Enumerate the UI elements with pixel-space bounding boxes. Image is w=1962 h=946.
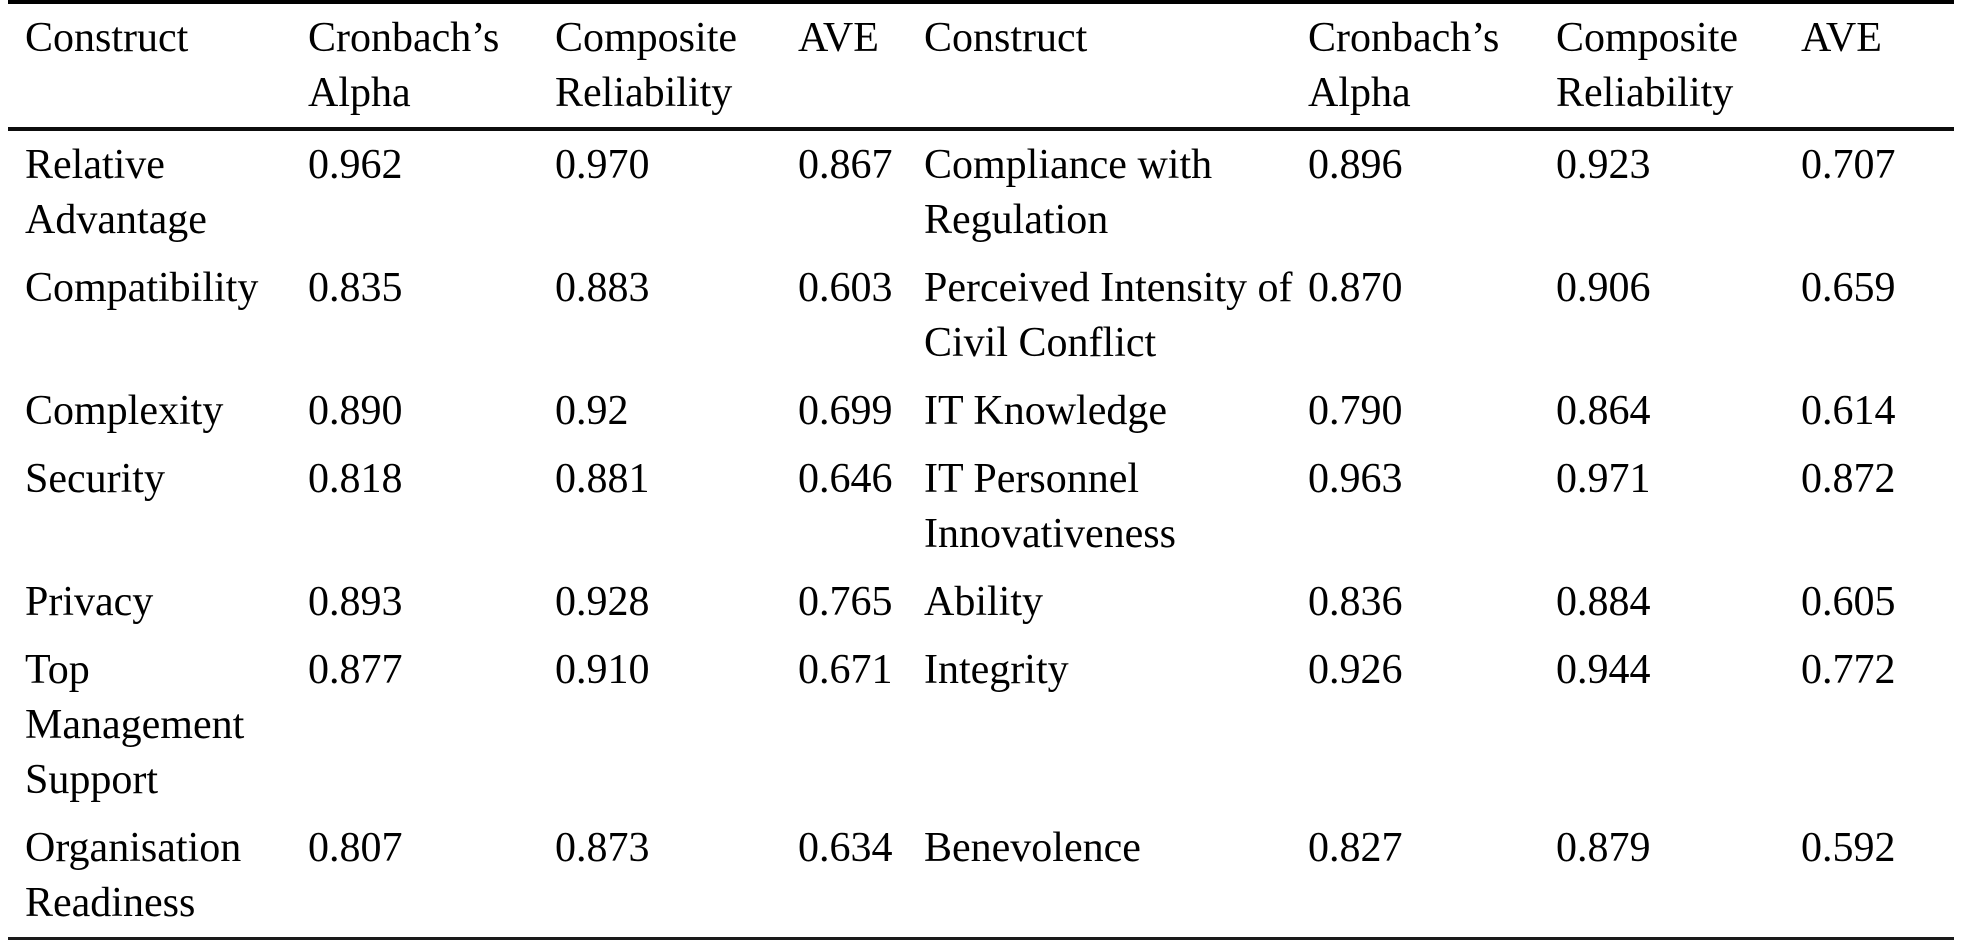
cell-composite-reliability: 0.944 [1556, 647, 1651, 693]
cell-construct: Top Management Support [25, 647, 245, 803]
header-cronbachs-alpha-left: Cronbach’s Alpha [308, 15, 500, 116]
table-row: Top Management Support 0.877 0.910 0.671… [8, 636, 1954, 814]
cell-cronbachs-alpha: 0.926 [1308, 647, 1403, 693]
table-row: Relative Advantage 0.962 0.970 0.867 Com… [8, 129, 1954, 254]
cell-construct: Benevolence [924, 825, 1141, 871]
cell-cronbachs-alpha: 0.896 [1308, 142, 1403, 188]
cell-cronbachs-alpha: 0.962 [308, 142, 403, 188]
cell-ave: 0.603 [798, 265, 893, 311]
cell-construct: Complexity [25, 388, 224, 434]
cell-ave: 0.592 [1801, 825, 1896, 871]
cell-cronbachs-alpha: 0.877 [308, 647, 403, 693]
table-row: Organisation Readiness 0.807 0.873 0.634… [8, 814, 1954, 939]
cell-composite-reliability: 0.970 [555, 142, 650, 188]
cell-ave: 0.772 [1801, 647, 1896, 693]
cell-composite-reliability: 0.971 [1556, 456, 1651, 502]
cell-cronbachs-alpha: 0.893 [308, 579, 403, 625]
cell-cronbachs-alpha: 0.836 [1308, 579, 1403, 625]
cell-construct: Compliance with Regulation [924, 142, 1213, 243]
header-row: Construct Cronbach’s Alpha Composite Rel… [8, 2, 1954, 129]
cell-composite-reliability: 0.923 [1556, 142, 1651, 188]
header-composite-reliability-right: Composite Reliability [1556, 15, 1739, 116]
cell-cronbachs-alpha: 0.870 [1308, 265, 1403, 311]
cell-composite-reliability: 0.92 [555, 388, 629, 434]
cell-construct: Integrity [924, 647, 1069, 693]
cell-ave: 0.765 [798, 579, 893, 625]
cell-ave: 0.671 [798, 647, 893, 693]
table-row: Privacy 0.893 0.928 0.765 Ability 0.836 … [8, 568, 1954, 636]
cell-cronbachs-alpha: 0.807 [308, 825, 403, 871]
cell-composite-reliability: 0.884 [1556, 579, 1651, 625]
cell-construct: IT Personnel Innovativeness [924, 456, 1176, 557]
cell-ave: 0.614 [1801, 388, 1896, 434]
header-ave-left: AVE [798, 15, 879, 61]
cell-cronbachs-alpha: 0.818 [308, 456, 403, 502]
construct-reliability-table: Construct Cronbach’s Alpha Composite Rel… [8, 0, 1954, 940]
table-row: Complexity 0.890 0.92 0.699 IT Knowledge… [8, 377, 1954, 445]
cell-ave: 0.867 [798, 142, 893, 188]
cell-construct: Ability [924, 579, 1044, 625]
header-ave-right: AVE [1801, 15, 1882, 61]
cell-construct: IT Knowledge [924, 388, 1167, 434]
cell-composite-reliability: 0.881 [555, 456, 650, 502]
cell-ave: 0.659 [1801, 265, 1896, 311]
cell-ave: 0.605 [1801, 579, 1896, 625]
cell-construct: Security [25, 456, 165, 502]
cell-cronbachs-alpha: 0.827 [1308, 825, 1403, 871]
paper-table-region: Construct Cronbach’s Alpha Composite Rel… [8, 0, 1954, 946]
cell-composite-reliability: 0.928 [555, 579, 650, 625]
cell-ave: 0.646 [798, 456, 893, 502]
cell-ave: 0.634 [798, 825, 893, 871]
cell-composite-reliability: 0.873 [555, 825, 650, 871]
cell-cronbachs-alpha: 0.790 [1308, 388, 1403, 434]
cell-cronbachs-alpha: 0.963 [1308, 456, 1403, 502]
cell-construct: Perceived Intensity of Civil Conflict [924, 265, 1293, 366]
cell-construct: Organisation Readiness [25, 825, 242, 926]
cell-composite-reliability: 0.879 [1556, 825, 1651, 871]
header-cronbachs-alpha-right: Cronbach’s Alpha [1308, 15, 1500, 116]
header-construct-left: Construct [25, 15, 189, 61]
cell-cronbachs-alpha: 0.890 [308, 388, 403, 434]
cell-ave: 0.699 [798, 388, 893, 434]
cell-construct: Compatibility [25, 265, 259, 311]
cell-construct: Relative Advantage [25, 142, 207, 243]
cell-ave: 0.707 [1801, 142, 1896, 188]
cell-cronbachs-alpha: 0.835 [308, 265, 403, 311]
cell-construct: Privacy [25, 579, 154, 625]
cell-ave: 0.872 [1801, 456, 1896, 502]
table-row: Compatibility 0.835 0.883 0.603 Perceive… [8, 254, 1954, 377]
cell-composite-reliability: 0.906 [1556, 265, 1651, 311]
header-composite-reliability-left: Composite Reliability [555, 15, 738, 116]
cell-composite-reliability: 0.910 [555, 647, 650, 693]
cell-composite-reliability: 0.883 [555, 265, 650, 311]
header-construct-right: Construct [924, 15, 1088, 61]
table-row: Security 0.818 0.881 0.646 IT Personnel … [8, 445, 1954, 568]
cell-composite-reliability: 0.864 [1556, 388, 1651, 434]
